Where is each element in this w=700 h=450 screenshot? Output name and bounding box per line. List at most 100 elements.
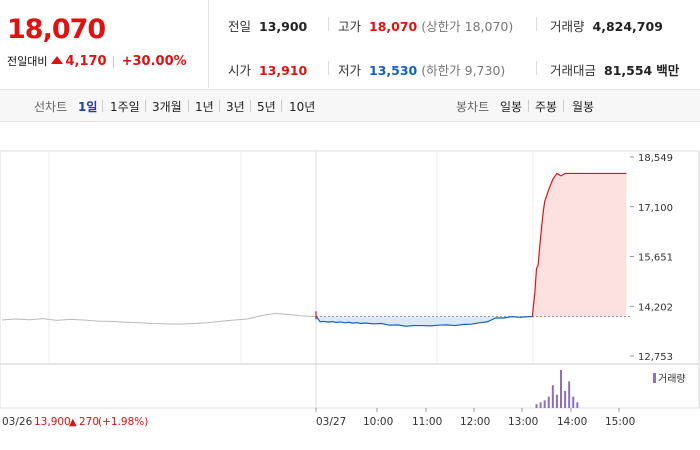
divider [250, 100, 251, 112]
x-tick-label: 10:00 [363, 416, 393, 428]
trade-amount: 거래대금 81,554 백만 [550, 60, 679, 79]
change-value: 4,170 [65, 54, 107, 69]
low-label: 저가 [338, 63, 362, 78]
prev-day-change: 270 [79, 416, 99, 428]
price-change: 전일대비 4,170 +30.00% [7, 53, 187, 69]
amount-value: 81,554 [604, 63, 653, 78]
volume-bar [547, 396, 550, 408]
x-tick-label: 12:00 [460, 416, 490, 428]
volume-bar [564, 390, 567, 408]
divider [281, 100, 282, 112]
volume: 거래량 4,824,709 [550, 16, 663, 35]
volume-bar [539, 402, 542, 408]
volume-legend-label: 거래량 [658, 373, 686, 385]
candle-monthly[interactable]: 월봉 [572, 100, 595, 114]
x-tick-label: 13:00 [508, 416, 538, 428]
divider [528, 100, 529, 112]
divider [102, 100, 103, 112]
chart-frame [0, 150, 700, 409]
x-tick-label: 11:00 [412, 416, 442, 428]
volume-legend: 거래량 [653, 373, 686, 385]
high-value: 18,070 [369, 19, 418, 34]
volume-bar [535, 404, 538, 408]
divider [188, 100, 189, 112]
divider [219, 100, 220, 112]
divider [563, 100, 564, 112]
up-arrow-icon [51, 56, 64, 64]
period-3y[interactable]: 3년 [226, 100, 245, 114]
volume-bars [535, 370, 579, 408]
today-line-down [315, 315, 533, 327]
volume-label: 거래량 [550, 19, 585, 34]
y-tick-label: 15,651 [638, 253, 673, 264]
y-tick-label: 18,549 [638, 153, 673, 164]
volume-legend-swatch [653, 373, 656, 383]
period-1y[interactable]: 1년 [195, 100, 214, 114]
current-price: 18,070 [7, 14, 106, 45]
y-tick-label: 14,202 [638, 302, 673, 313]
y-axis-ticks: 18,549 17,100 15,651 14,202 12,753 [630, 153, 673, 363]
period-1d[interactable]: 1일 [78, 100, 98, 114]
divider [328, 61, 329, 75]
prev-day-pct: (+1.98%) [98, 416, 148, 428]
volume-bar [576, 402, 579, 408]
quote-info-grid: 전일 13,900 고가 18,070 (상한가 18,070) 거래량 4,824,7… [208, 0, 700, 88]
prev-close-label: 전일 [228, 19, 252, 34]
low-price: 저가 13,530 (하한가 9,730) [338, 60, 505, 79]
volume-bar [543, 400, 546, 408]
period-3m[interactable]: 3개월 [152, 100, 182, 114]
lower-limit: (하한가 9,730) [421, 63, 506, 78]
x-tick-label: 15:00 [605, 416, 635, 428]
prev-close-value: 13,900 [259, 19, 308, 34]
candle-chart-label: 봉차트 [456, 100, 490, 114]
volume-bar [560, 370, 562, 408]
change-percent: +30.00% [121, 54, 187, 69]
volume-bar [572, 396, 575, 408]
above-reference-fill [532, 173, 627, 317]
prev-day-close: 13,900 [34, 416, 71, 428]
x-tick-label: 03/27 [316, 416, 346, 428]
amount-label: 거래대금 [550, 63, 597, 78]
upper-limit: (상한가 18,070) [421, 19, 514, 34]
divider [145, 100, 146, 112]
candle-weekly[interactable]: 주봉 [535, 100, 558, 114]
prev-day-line [1, 313, 317, 325]
divider [112, 55, 114, 68]
divider [536, 17, 537, 31]
x-axis-ticks: 03/27 10:00 11:00 12:00 13:00 14:00 15:00 [315, 408, 635, 428]
line-chart-label: 선차트 [34, 100, 68, 114]
open-value: 13,910 [259, 63, 308, 78]
prev-day-date: 03/26 [2, 416, 33, 428]
open-price: 시가 13,910 [228, 60, 307, 79]
period-5y[interactable]: 5년 [257, 100, 276, 114]
candle-daily[interactable]: 일봉 [500, 100, 523, 114]
y-tick-label: 17,100 [638, 203, 673, 214]
amount-unit: 백만 [656, 63, 680, 78]
quote-header: 18,070 전일대비 4,170 +30.00% 전일 13,900 고가 18,07… [0, 0, 700, 90]
chart-grid [0, 150, 700, 409]
below-reference-fill [316, 316, 533, 327]
change-label: 전일대비 [7, 55, 48, 68]
high-label: 고가 [338, 19, 362, 34]
today-line-up [531, 172, 627, 317]
price-summary: 18,070 전일대비 4,170 +30.00% [0, 0, 209, 88]
high-price: 고가 18,070 (상한가 18,070) [338, 16, 513, 35]
low-value: 13,530 [369, 63, 418, 78]
prev-day-summary: 03/26 13,900 ▲ 270 (+1.98%) [2, 416, 148, 428]
prev-close: 전일 13,900 [228, 16, 307, 35]
volume-bar [568, 381, 571, 408]
prev-day-series [1, 313, 317, 325]
divider [536, 61, 537, 75]
x-tick-label: 14:00 [557, 416, 587, 428]
open-label: 시가 [228, 63, 252, 78]
y-tick-label: 12,753 [638, 352, 673, 363]
chart-toolbar: 선차트 1일 1주일 3개월 1년 3년 5년 10년 봉차트 일봉 주봉 월봉 [0, 89, 700, 122]
volume-value: 4,824,709 [592, 19, 663, 34]
today-series [315, 172, 630, 327]
up-arrow-icon: ▲ [69, 417, 77, 428]
volume-bar [555, 394, 558, 408]
volume-bar [551, 385, 554, 408]
period-10y[interactable]: 10년 [289, 100, 316, 114]
period-1w[interactable]: 1주일 [110, 100, 140, 114]
